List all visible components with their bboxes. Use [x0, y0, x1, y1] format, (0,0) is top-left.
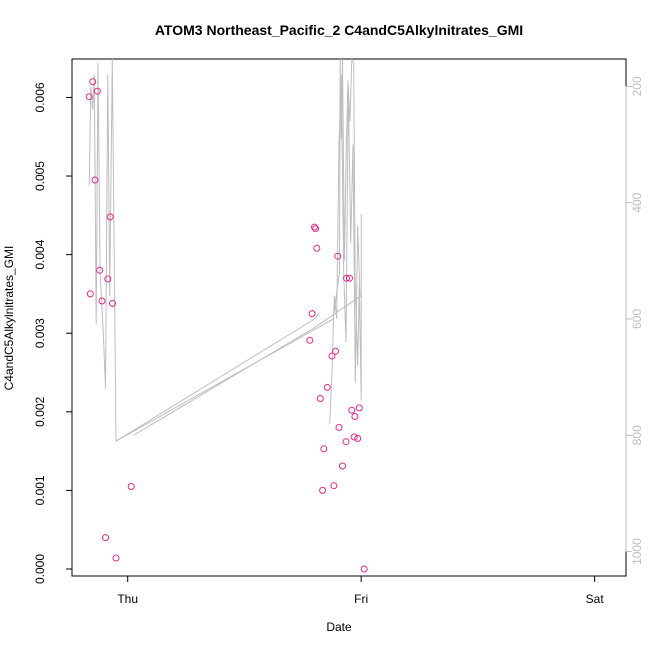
- data-point: [104, 275, 112, 283]
- data-point: [316, 395, 324, 402]
- data-point: [112, 554, 120, 562]
- y-tick-label: 0.001: [33, 475, 47, 505]
- data-point: [127, 483, 135, 490]
- data-point: [348, 406, 356, 414]
- data-point: [89, 78, 97, 86]
- data-point: [350, 433, 358, 441]
- data-point: [320, 445, 328, 453]
- y-axis-label: C4andC5Alkylnitrates_GMI: [2, 246, 16, 391]
- data-point: [308, 310, 316, 318]
- y-tick-label: 0.005: [33, 161, 47, 191]
- x-tick-label: Fri: [354, 592, 368, 606]
- data-point: [328, 352, 336, 360]
- gray-line-3: [133, 295, 362, 436]
- gray-line-2: [115, 312, 320, 442]
- y2-tick-label: 600: [630, 309, 644, 329]
- data-point: [102, 534, 109, 542]
- data-point: [93, 87, 101, 95]
- data-point: [311, 223, 318, 231]
- y2-tick-label: 200: [630, 76, 644, 96]
- x-axis-label: Date: [326, 620, 352, 634]
- chart-title: ATOM3 Northeast_Pacific_2 C4andC5Alkylni…: [155, 22, 523, 38]
- y2-tick-label: 400: [630, 192, 644, 212]
- data-point: [339, 462, 346, 470]
- gray-line-0: [88, 58, 362, 442]
- data-point: [109, 299, 116, 307]
- data-point: [323, 383, 331, 391]
- data-point: [106, 213, 114, 221]
- data-point: [91, 176, 99, 184]
- data-point: [342, 438, 350, 446]
- data-point: [355, 404, 363, 412]
- y-tick-label: 0.006: [33, 82, 47, 112]
- y2-tick-label: 1000: [630, 538, 644, 565]
- data-point: [96, 266, 104, 274]
- data-point: [335, 424, 343, 431]
- gray-lines: [88, 58, 362, 442]
- data-point: [332, 347, 339, 355]
- y2-axis: 200 400 600 800 1000: [625, 76, 644, 565]
- data-point: [98, 297, 106, 305]
- x-axis: Thu Fri Sat: [117, 575, 605, 606]
- data-point: [319, 486, 327, 494]
- data-point: [351, 413, 359, 420]
- data-point: [354, 435, 362, 442]
- data-point: [86, 290, 94, 298]
- data-point: [360, 565, 368, 573]
- y-axis: 0.000 0.001 0.002 0.003 0.004 0.005 0.006: [33, 82, 73, 584]
- x-tick-label: Sat: [586, 592, 605, 606]
- data-point: [306, 336, 314, 344]
- data-point: [313, 244, 321, 252]
- data-point: [334, 252, 342, 260]
- y-tick-label: 0.002: [33, 396, 47, 426]
- data-point: [312, 225, 320, 233]
- data-point: [343, 274, 350, 282]
- data-points: [85, 78, 368, 573]
- y-tick-label: 0.000: [33, 554, 47, 584]
- data-point: [330, 482, 338, 490]
- x-tick-label: Thu: [117, 592, 138, 606]
- data-point: [346, 274, 353, 282]
- y-tick-label: 0.003: [33, 318, 47, 348]
- y-tick-label: 0.004: [33, 239, 47, 269]
- data-point: [85, 93, 93, 101]
- y2-tick-label: 800: [630, 425, 644, 445]
